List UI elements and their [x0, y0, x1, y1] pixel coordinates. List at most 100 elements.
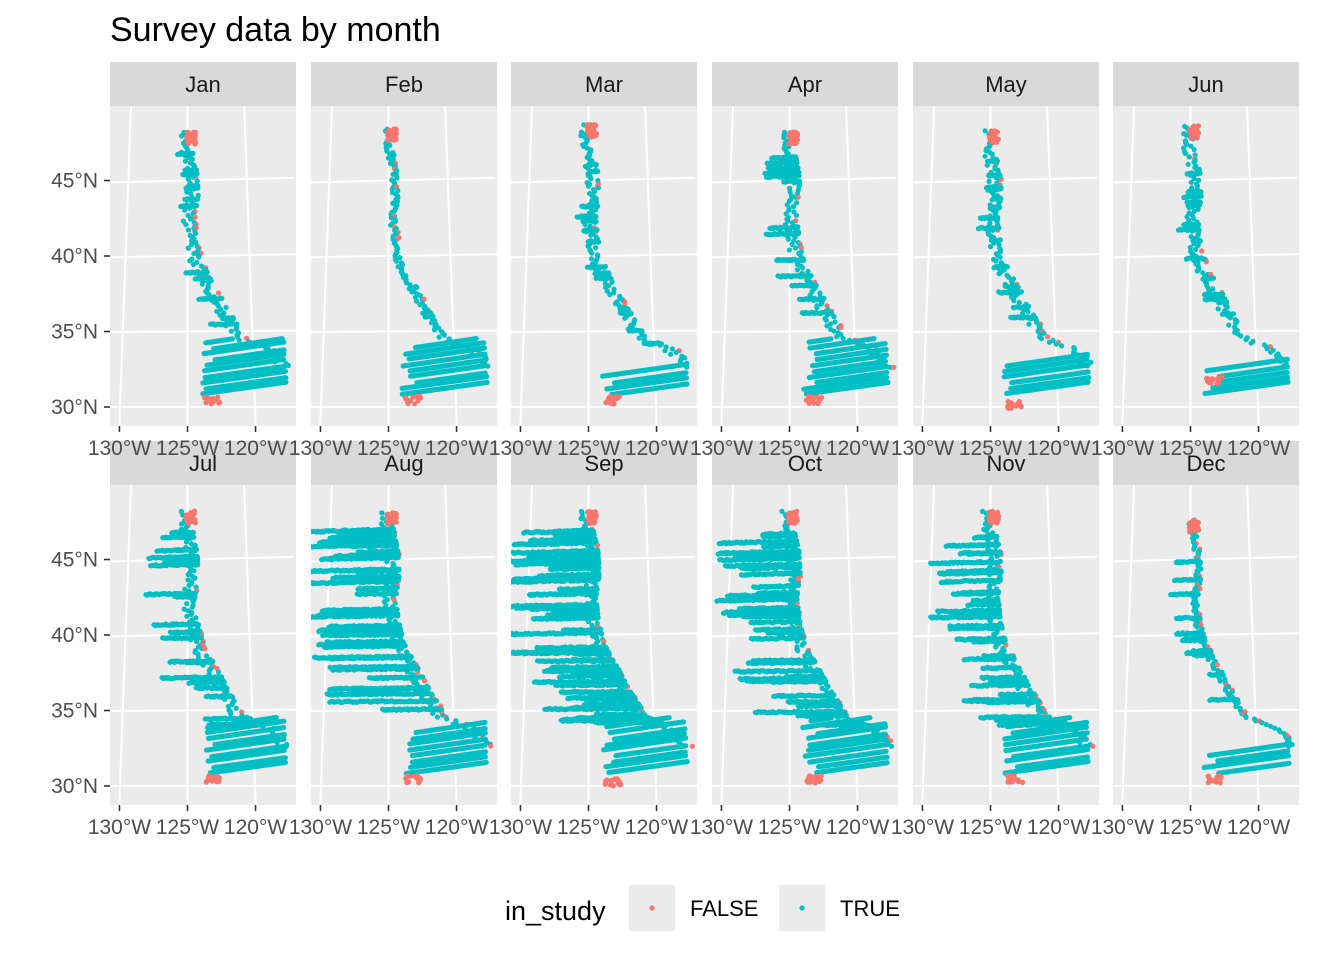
survey-point — [279, 336, 285, 342]
survey-point — [673, 349, 679, 356]
survey-point — [160, 635, 166, 641]
survey-point — [776, 230, 783, 236]
survey-point — [1018, 403, 1024, 409]
graticule-lat-35 — [110, 708, 296, 713]
survey-point — [684, 381, 690, 387]
survey-point — [1183, 132, 1189, 138]
survey-point — [236, 337, 242, 343]
facet-strip-label: Mar — [585, 72, 623, 97]
survey-points — [143, 508, 290, 785]
graticule-lon-120 — [1046, 106, 1060, 426]
survey-point — [146, 555, 152, 562]
survey-point — [186, 182, 192, 188]
survey-point — [789, 283, 795, 289]
survey-point — [808, 395, 814, 401]
survey-point — [769, 155, 775, 161]
survey-point — [481, 340, 487, 346]
survey-point — [832, 319, 838, 325]
survey-point — [1268, 349, 1274, 355]
survey-point — [204, 395, 210, 401]
facet-strip-label: Apr — [788, 72, 822, 97]
survey-point — [196, 296, 202, 302]
survey-point — [1285, 374, 1291, 380]
survey-point — [814, 305, 820, 311]
survey-point — [203, 400, 209, 406]
survey-point — [1181, 222, 1187, 228]
graticule-lon-120 — [1246, 106, 1260, 426]
survey-point — [762, 170, 768, 176]
panel-background — [712, 106, 898, 426]
survey-point — [473, 335, 479, 342]
survey-point — [982, 153, 988, 159]
survey-point — [785, 218, 791, 224]
survey-point — [588, 232, 594, 238]
survey-point — [1038, 336, 1045, 342]
survey-point — [397, 255, 403, 261]
survey-point — [1210, 377, 1216, 383]
survey-point — [823, 317, 829, 323]
survey-point — [1200, 276, 1206, 282]
survey-point — [787, 130, 793, 136]
survey-point — [792, 245, 799, 251]
survey-point — [1215, 375, 1221, 382]
survey-point — [592, 271, 598, 277]
survey-point — [1010, 304, 1017, 311]
survey-point — [183, 539, 190, 545]
survey-point — [1187, 202, 1193, 208]
survey-point — [1188, 179, 1194, 185]
survey-point — [607, 394, 614, 400]
survey-point — [1188, 234, 1194, 240]
survey-point — [187, 258, 193, 264]
survey-point — [178, 133, 185, 139]
survey-point — [1188, 143, 1194, 149]
survey-point — [662, 348, 668, 354]
survey-point — [587, 122, 593, 128]
survey-point — [192, 542, 198, 549]
survey-point — [194, 178, 200, 184]
survey-point — [1182, 150, 1188, 157]
survey-point — [1202, 296, 1208, 303]
graticule-lon-120 — [845, 106, 859, 426]
survey-point — [988, 204, 994, 210]
survey-point — [180, 512, 186, 518]
survey-point — [1203, 375, 1210, 381]
survey-point — [229, 336, 235, 342]
survey-point — [985, 187, 991, 193]
survey-point — [182, 196, 188, 202]
survey-point — [1085, 362, 1091, 368]
survey-point — [410, 394, 416, 400]
survey-point — [988, 133, 995, 139]
survey-point — [574, 214, 580, 220]
survey-point — [1005, 399, 1011, 405]
facet-strip — [712, 62, 898, 106]
survey-point — [1285, 379, 1291, 385]
survey-point — [417, 302, 423, 308]
survey-point — [884, 363, 890, 370]
survey-point — [682, 355, 688, 361]
graticule-lat-35 — [311, 329, 497, 334]
survey-point — [581, 228, 587, 234]
survey-point — [593, 275, 599, 281]
survey-point — [793, 212, 800, 218]
survey-point — [184, 660, 190, 666]
panel-apr: Apr — [712, 62, 898, 426]
survey-point — [214, 308, 220, 314]
survey-point — [1187, 244, 1193, 251]
graticule-lon-130 — [118, 485, 133, 805]
survey-point — [1264, 346, 1270, 352]
survey-point — [991, 265, 997, 271]
survey-point — [989, 197, 995, 203]
facet-strip-label: May — [985, 72, 1027, 97]
panel-jul: Jul — [110, 441, 296, 805]
survey-point — [641, 340, 647, 346]
graticule-lon-130 — [921, 106, 936, 426]
survey-point — [431, 327, 438, 333]
survey-point — [283, 375, 289, 381]
survey-point — [617, 306, 623, 312]
survey-point — [586, 131, 592, 137]
survey-point — [420, 310, 426, 316]
survey-point — [1191, 176, 1197, 182]
panel-jan: Jan — [110, 62, 296, 426]
survey-point — [1034, 319, 1040, 325]
